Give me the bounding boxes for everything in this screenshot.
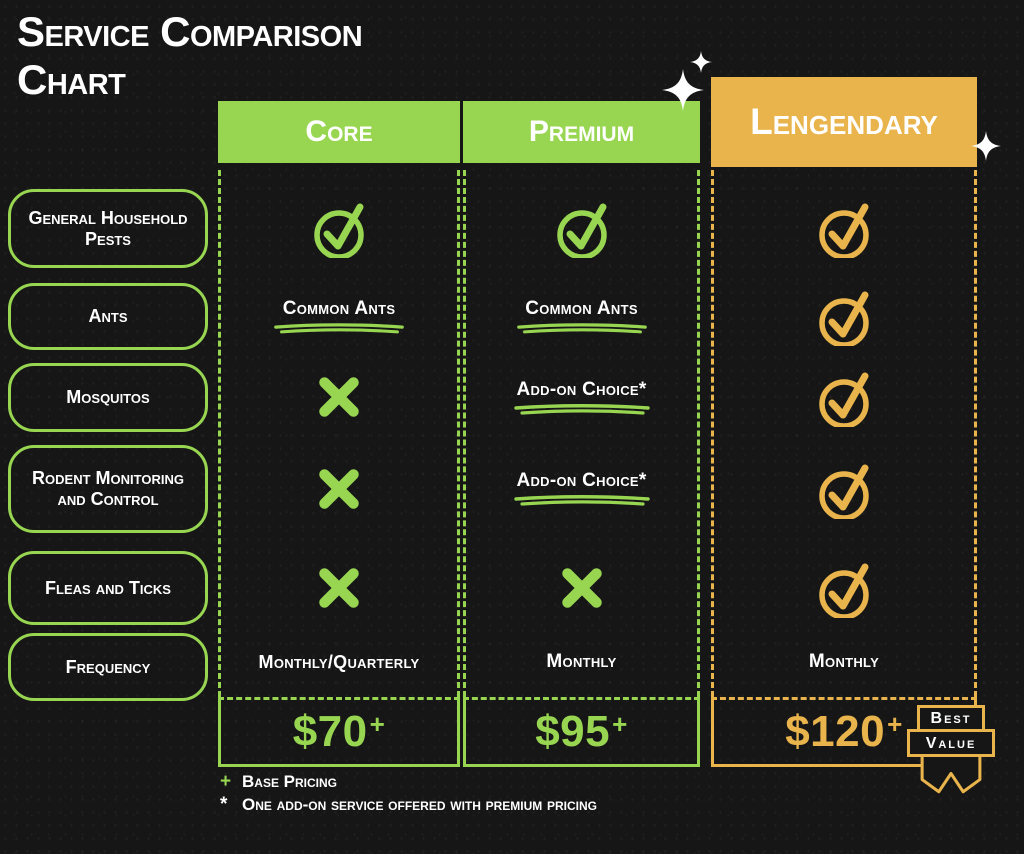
- lengendary-cell-general-pests: [714, 188, 974, 268]
- column-core-title: Core: [305, 115, 373, 148]
- check-icon: [310, 198, 368, 258]
- core-cell-rodent: [221, 444, 457, 533]
- check-icon: [815, 558, 873, 618]
- x-mark-icon: [314, 372, 364, 422]
- premium-price-box: $95+: [463, 697, 700, 767]
- check-icon: [815, 459, 873, 519]
- core-cell-fleas: [221, 550, 457, 625]
- badge-value-label: Value: [907, 729, 995, 757]
- scribble-underline-icon: [513, 495, 650, 506]
- premium-cell-fleas: [466, 550, 697, 625]
- premium-cell-frequency: Monthly: [546, 651, 617, 672]
- plus-superscript: +: [612, 709, 628, 739]
- premium-cell-mosquitos: Add-on Choice*: [466, 362, 697, 432]
- scribble-underline-icon: [513, 403, 650, 415]
- core-cell-general-pests: [221, 188, 457, 268]
- check-icon: [815, 198, 873, 258]
- footnote-base-pricing: + Base Pricing: [220, 771, 338, 792]
- check-icon: [815, 286, 873, 346]
- premium-cell-rodent: Add-on Choice*: [466, 444, 697, 533]
- column-premium-header: Premium: [463, 101, 700, 163]
- core-price-box: $70+: [218, 697, 460, 767]
- x-mark-icon: [314, 563, 364, 613]
- plus-superscript: +: [887, 709, 903, 739]
- column-lengendary-title: Lengendary: [750, 101, 938, 142]
- page-title: Service Comparison Chart: [17, 8, 363, 104]
- plus-superscript: +: [369, 709, 386, 739]
- sparkle-icon: [690, 51, 712, 73]
- asterisk-marker: *: [220, 794, 228, 815]
- premium-price: $95+: [535, 707, 628, 756]
- best-value-badge: Best Value: [905, 705, 997, 798]
- core-cell-frequency: Monthly/Quarterly: [258, 651, 420, 672]
- lengendary-cell-rodent: [714, 444, 974, 533]
- ribbon-badge-icon: [913, 752, 989, 798]
- lengendary-cell-fleas: [714, 550, 974, 625]
- scribble-underline-icon: [516, 322, 647, 333]
- x-mark-icon: [557, 563, 607, 613]
- footnotes: + Base Pricing * One add-on service offere…: [220, 770, 597, 816]
- column-core: Core Common Ants: [218, 0, 460, 854]
- page-title-line1: Service Comparison: [17, 8, 363, 55]
- sparkle-icon: [971, 131, 1001, 161]
- row-label-fleas-and-ticks: Fleas and Ticks: [8, 551, 208, 625]
- column-premium-body: Common Ants Add-on Choice* Add-on Choice…: [463, 170, 700, 697]
- column-lengendary-header: Lengendary: [711, 77, 977, 167]
- row-label-mosquitos: Mosquitos: [8, 363, 208, 432]
- core-price: $70+: [292, 707, 386, 756]
- premium-cell-ants: Common Ants: [466, 282, 697, 350]
- lengendary-cell-ants: [714, 282, 974, 350]
- column-premium-title: Premium: [528, 115, 635, 148]
- lengendary-cell-frequency: Monthly: [808, 651, 880, 672]
- badge-best-label: Best: [917, 705, 985, 732]
- plus-marker: +: [220, 771, 232, 792]
- column-lengendary: Lengendary Monthly: [711, 0, 977, 854]
- premium-cell-general-pests: [466, 188, 697, 268]
- row-label-ants: Ants: [8, 283, 208, 350]
- page-title-line2: Chart: [17, 56, 126, 103]
- lengendary-cell-mosquitos: [714, 362, 974, 432]
- footnote-addon: * One add-on service offered with premium…: [220, 794, 598, 815]
- row-label-frequency: Frequency: [8, 633, 208, 701]
- sparkle-icon: [662, 69, 704, 111]
- check-icon: [815, 367, 873, 427]
- lengendary-price-box: $120+: [711, 697, 977, 767]
- lengendary-price: $120+: [785, 707, 903, 756]
- row-label-general-household-pests: General Household Pests: [8, 189, 208, 268]
- x-mark-icon: [314, 464, 364, 514]
- check-icon: [553, 198, 611, 258]
- column-lengendary-body: Monthly: [711, 170, 977, 697]
- column-premium: Premium Common Ants Add-on Choice* Add-o…: [463, 0, 700, 854]
- column-core-body: Common Ants Monthly/Quarterly: [218, 170, 460, 697]
- scribble-underline-icon: [274, 322, 404, 333]
- column-core-header: Core: [218, 101, 460, 163]
- core-cell-ants: Common Ants: [221, 282, 457, 350]
- row-label-rodent-monitoring: Rodent Monitoring and Control: [8, 445, 208, 533]
- core-cell-mosquitos: [221, 362, 457, 432]
